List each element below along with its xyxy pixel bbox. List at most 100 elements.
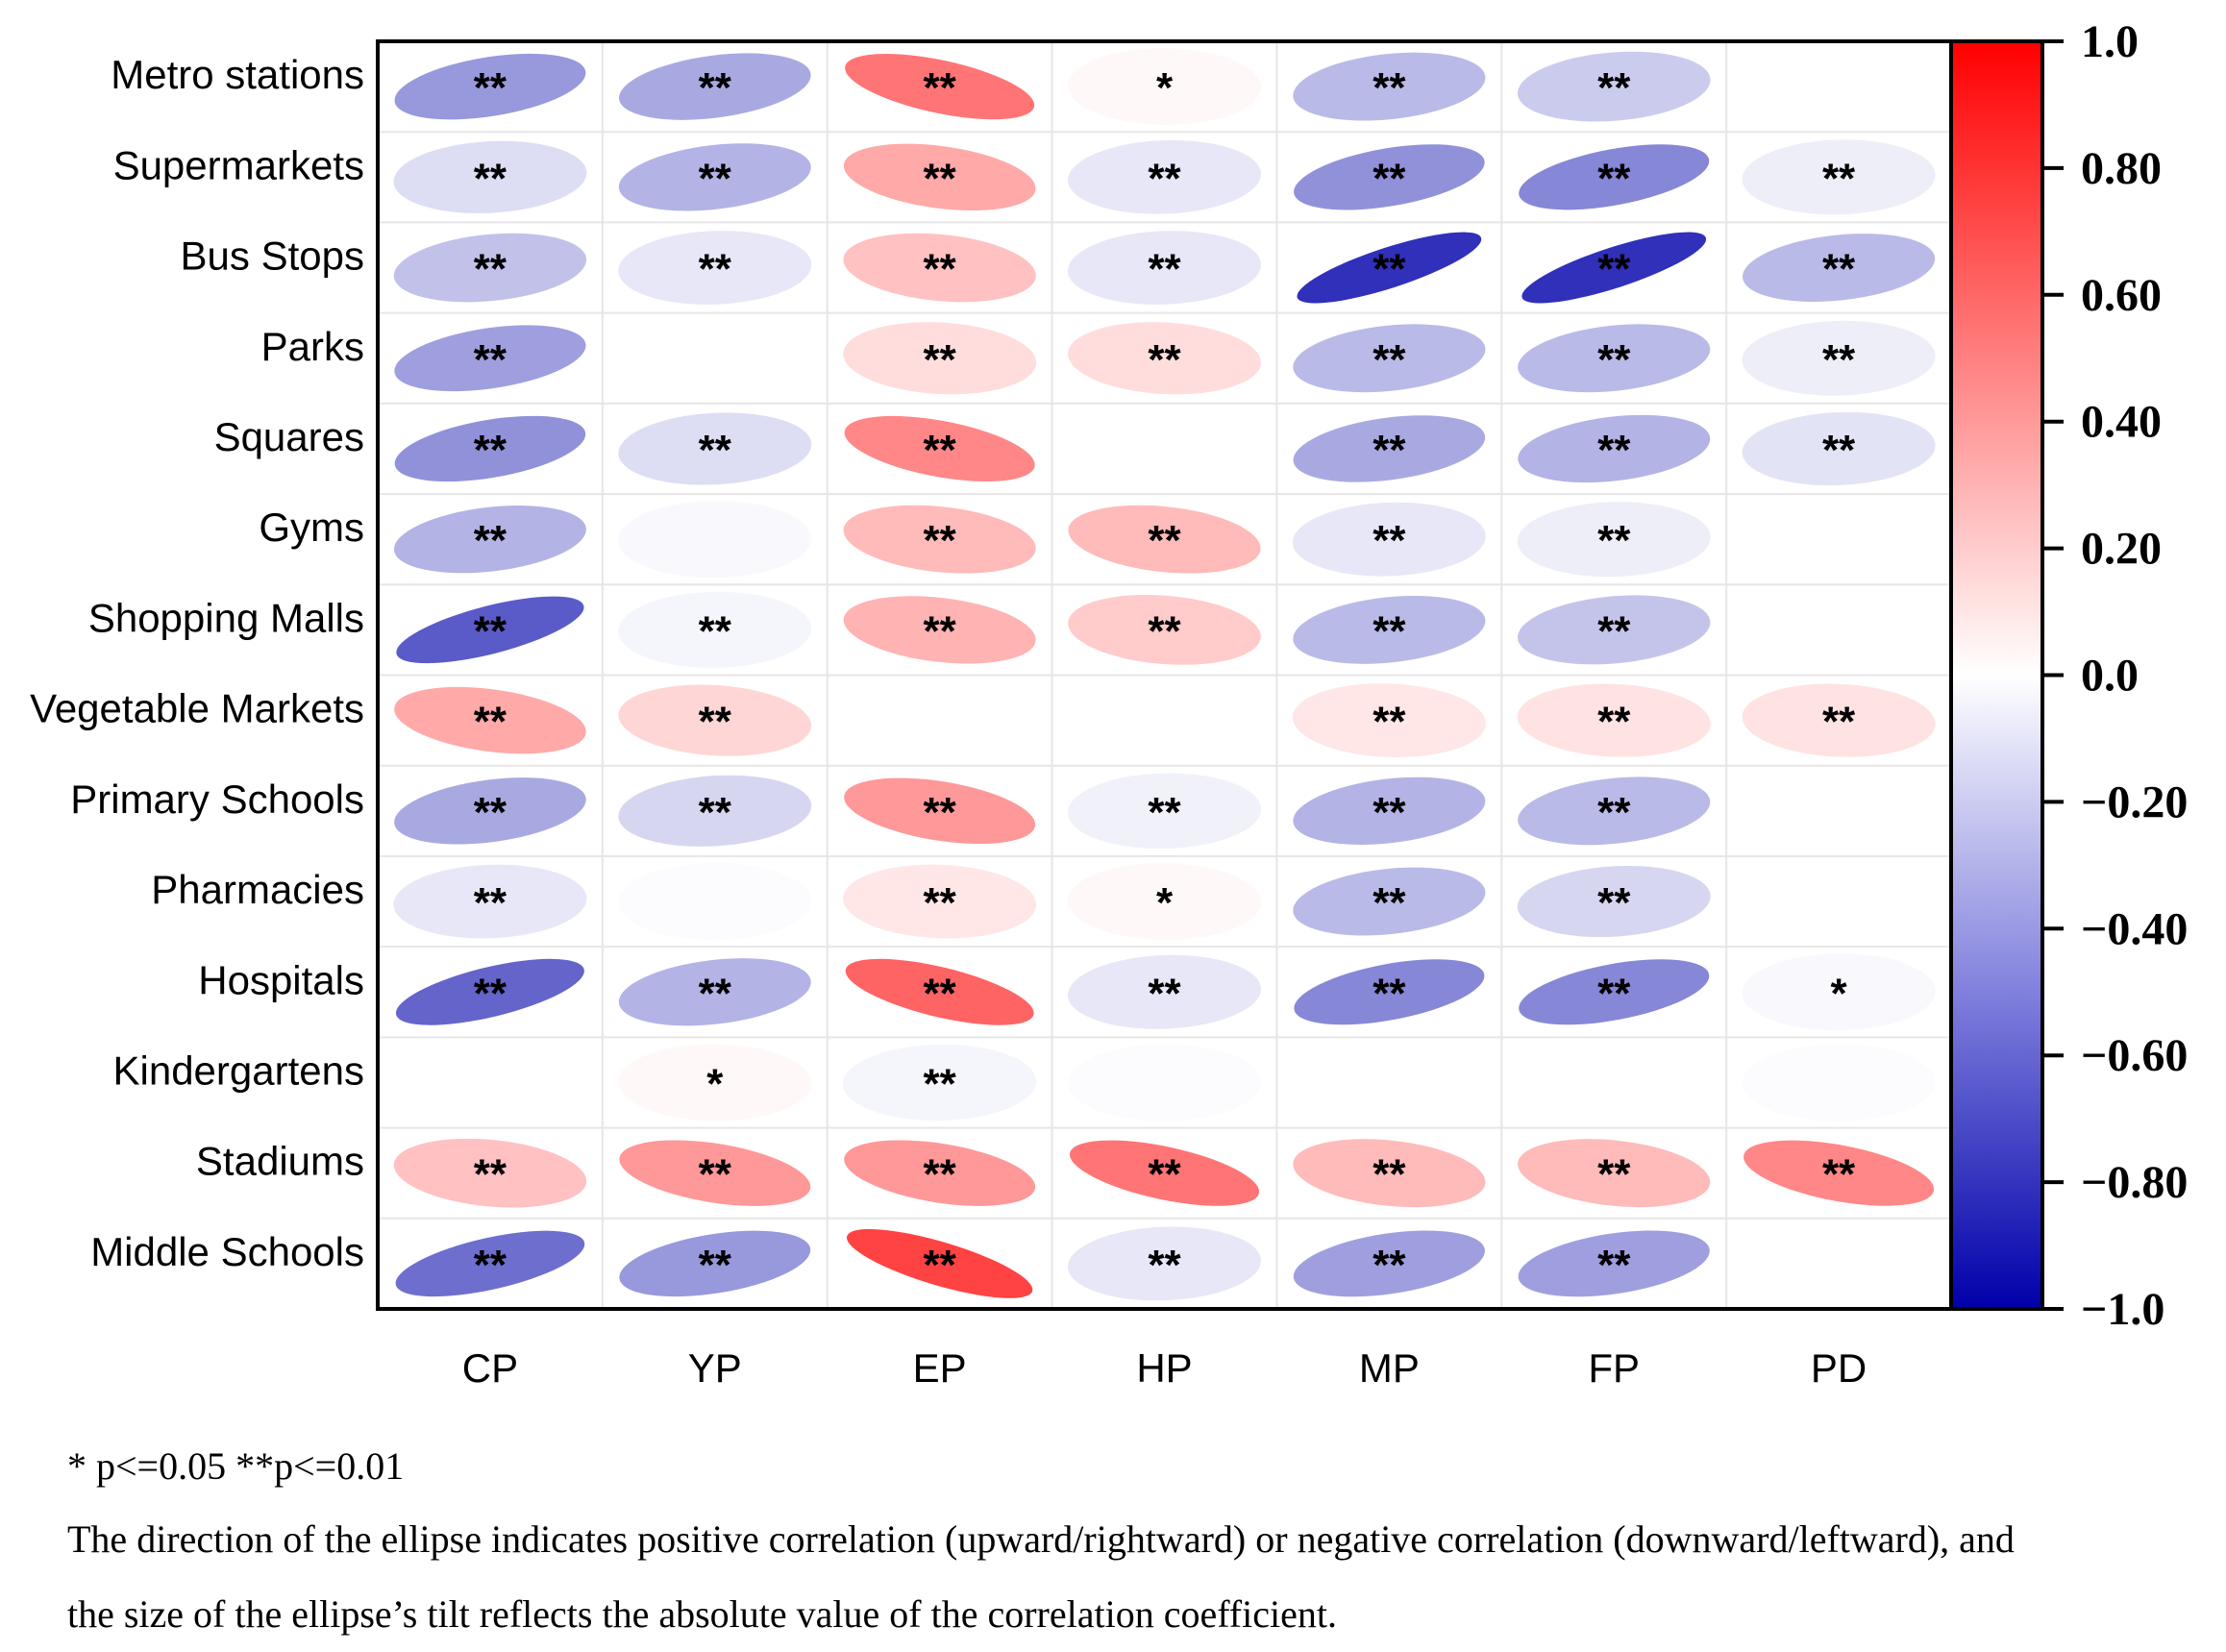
row-label: Kindergartens — [113, 1048, 365, 1093]
cell: ** — [1293, 1139, 1486, 1208]
cell: ** — [1517, 51, 1711, 122]
correlation-ellipse — [618, 319, 812, 398]
significance-mark: ** — [699, 64, 732, 111]
colorbar-gradient — [1949, 39, 2044, 1311]
heatmap-cells: ** ** ** * * * * ** * * * * * * * * * * * * ** * * * * * * * * * * * * **… — [393, 47, 1936, 1303]
significance-mark: ** — [474, 970, 507, 1017]
row-labels: Metro stations Supermarkets Bus Stops Parks… — [30, 52, 364, 1274]
cell — [1067, 1044, 1262, 1122]
cell — [1742, 1224, 1936, 1303]
significance-mark: ** — [1597, 789, 1631, 836]
correlation-ellipse — [1519, 959, 1710, 1025]
cell: ** — [1519, 959, 1710, 1025]
row-label: Hospitals — [198, 957, 364, 1002]
significance-mark: ** — [1373, 64, 1406, 111]
correlation-ellipse — [1518, 595, 1711, 665]
significance-mark: ** — [699, 970, 732, 1017]
significance-mark: ** — [924, 1060, 957, 1107]
cell: ** — [843, 596, 1036, 664]
significance-mark: ** — [1597, 1242, 1631, 1289]
column-label: PD — [1811, 1345, 1867, 1391]
significance-mark: ** — [1822, 1151, 1856, 1198]
significance-mark: ** — [1597, 155, 1631, 202]
cell: ** — [843, 233, 1036, 303]
row-label: Middle Schools — [90, 1229, 364, 1274]
significance-mark: ** — [474, 517, 507, 564]
significance-mark: ** — [1373, 1242, 1406, 1289]
cell: ** — [1517, 865, 1711, 938]
significance-mark: ** — [1148, 1151, 1181, 1198]
cell: ** — [1067, 954, 1262, 1029]
cell: ** — [1518, 595, 1711, 665]
cell: ** — [394, 53, 586, 120]
significance-mark: ** — [924, 607, 957, 654]
cell: ** — [618, 775, 812, 847]
colorbar-tick-label: −0.60 — [2081, 1030, 2188, 1081]
cell: ** — [394, 777, 586, 845]
significance-mark: ** — [474, 699, 507, 746]
cell: ** — [619, 1230, 811, 1297]
significance-mark: ** — [699, 1151, 732, 1198]
significance-mark: ** — [1148, 789, 1181, 836]
cell — [618, 862, 812, 941]
significance-mark: ** — [1373, 1151, 1406, 1198]
significance-mark: ** — [924, 970, 957, 1017]
correlation-ellipse — [618, 684, 812, 756]
colorbar-tick-label: −0.80 — [2081, 1157, 2188, 1208]
cell: ** — [843, 864, 1037, 939]
cell: ** — [394, 325, 586, 392]
cell: ** — [847, 1228, 1033, 1298]
significance-mark: ** — [1148, 155, 1181, 202]
cell: ** — [1521, 232, 1707, 304]
cell — [1517, 1043, 1711, 1122]
significance-mark: ** — [1597, 879, 1631, 926]
correlation-ellipse — [1742, 47, 1936, 126]
correlation-ellipse — [1068, 322, 1261, 395]
correlation-ellipse — [1294, 959, 1485, 1025]
correlation-ellipse — [843, 864, 1037, 939]
colorbar-tick-label: 0.0 — [2081, 651, 2139, 702]
correlation-ellipse — [393, 140, 587, 213]
correlation-ellipse — [1293, 595, 1486, 664]
cell: ** — [618, 231, 812, 305]
significance-mark: ** — [1597, 517, 1631, 564]
correlation-ellipse — [1742, 320, 1936, 396]
significance-mark: ** — [1373, 699, 1406, 746]
significance-mark: ** — [1822, 155, 1856, 202]
significance-mark: ** — [1597, 1151, 1631, 1198]
significance-mark: ** — [924, 336, 957, 383]
significance-mark: ** — [924, 427, 957, 474]
correlation-ellipse — [1518, 414, 1711, 483]
cell: ** — [1292, 683, 1486, 758]
correlation-ellipse — [1521, 232, 1707, 304]
cell: ** — [844, 415, 1035, 481]
significance-mark: ** — [1148, 607, 1181, 654]
cell: ** — [844, 1140, 1036, 1206]
significance-mark: ** — [924, 1151, 957, 1198]
significance-mark: ** — [699, 246, 732, 293]
correlation-ellipse — [394, 53, 586, 120]
column-label: HP — [1136, 1345, 1192, 1391]
row-label: Bus Stops — [181, 234, 364, 279]
correlation-ellipse — [618, 143, 811, 211]
correlation-ellipse — [1292, 502, 1486, 577]
correlation-ellipse — [618, 231, 812, 305]
significance-mark: ** — [474, 607, 507, 654]
correlation-ellipse — [843, 233, 1036, 303]
correlation-ellipse — [845, 54, 1035, 120]
significance-mark: ** — [1822, 336, 1856, 383]
cell: ** — [618, 958, 811, 1026]
correlation-ellipse — [1293, 324, 1486, 393]
correlation-ellipse — [843, 505, 1036, 574]
correlation-ellipse — [1067, 48, 1262, 125]
significance-mark: ** — [1148, 517, 1181, 564]
cell: ** — [844, 777, 1036, 845]
cell — [1742, 1044, 1936, 1122]
cell: ** — [1294, 959, 1485, 1025]
cell: ** — [1518, 324, 1711, 393]
correlation-ellipse — [1292, 1043, 1486, 1122]
correlation-ellipse — [1517, 683, 1711, 757]
cell: ** — [618, 684, 812, 756]
correlation-ellipse — [1293, 415, 1486, 482]
correlation-ellipse — [1067, 954, 1262, 1029]
